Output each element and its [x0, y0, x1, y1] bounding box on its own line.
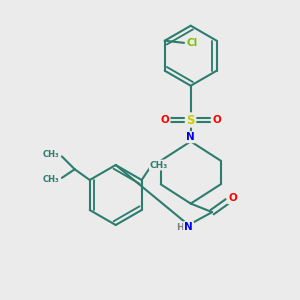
Text: CH₃: CH₃: [43, 150, 59, 159]
Text: O: O: [160, 115, 169, 125]
Text: CH₃: CH₃: [43, 176, 59, 184]
Text: CH₃: CH₃: [150, 160, 168, 169]
Text: N: N: [186, 132, 195, 142]
Text: O: O: [228, 193, 237, 203]
Text: H: H: [176, 223, 184, 232]
Text: Cl: Cl: [187, 38, 198, 48]
Text: S: S: [187, 113, 195, 127]
Text: N: N: [184, 222, 193, 232]
Text: O: O: [212, 115, 221, 125]
